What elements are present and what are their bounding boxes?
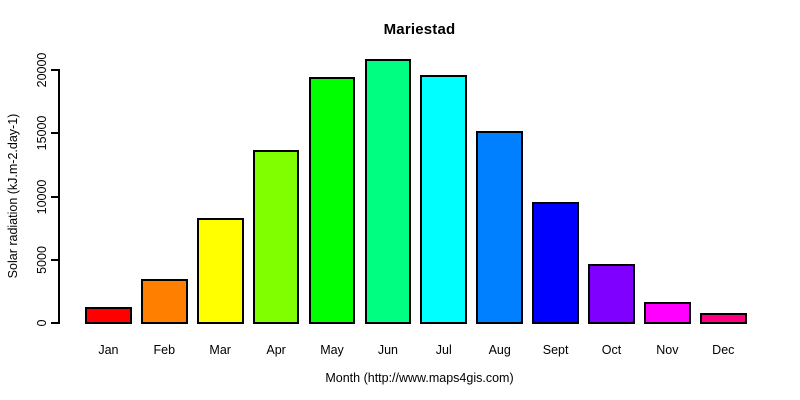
bar-aug (476, 130, 524, 324)
y-tick-mark (51, 132, 58, 135)
y-tick-label: 20000 (35, 52, 49, 88)
x-tick-label-mar: Mar (209, 343, 231, 357)
y-axis-label: Solar radiation (kJ.m-2.day-1) (6, 113, 20, 279)
x-tick-label-jul: Jul (435, 343, 452, 357)
bar-mar (196, 217, 244, 324)
y-tick-mark (51, 195, 58, 198)
bar-jan (85, 306, 132, 324)
x-tick-label-dec: Dec (712, 343, 735, 357)
x-tick-label-aug: Aug (488, 343, 511, 357)
y-tick-label: 5000 (35, 245, 49, 274)
y-axis-line (58, 69, 60, 324)
bar-sept (532, 202, 579, 324)
bar-may (308, 76, 356, 324)
x-axis-label: Month (http://www.maps4gis.com) (325, 371, 514, 385)
x-tick-label-apr: Apr (266, 343, 286, 357)
bar-apr (252, 149, 300, 324)
bar-oct (588, 263, 635, 324)
bar-feb (140, 278, 188, 324)
y-tick-label: 10000 (35, 179, 49, 214)
x-tick-label-jan: Jan (98, 343, 119, 357)
x-tick-label-may: May (320, 343, 344, 357)
y-tick-label: 15000 (35, 115, 49, 151)
x-tick-label-oct: Oct (601, 343, 622, 357)
y-tick-mark (51, 258, 58, 261)
bar-dec (699, 312, 747, 324)
bar-jul (420, 75, 468, 324)
bar-nov (644, 302, 691, 324)
x-tick-label-nov: Nov (656, 343, 679, 357)
y-tick-mark (51, 322, 58, 324)
x-tick-label-jun: Jun (377, 343, 398, 357)
bar-jun (364, 58, 412, 324)
chart-title: Mariestad (383, 21, 456, 38)
x-tick-label-feb: Feb (153, 343, 176, 357)
y-tick-mark (51, 69, 58, 71)
y-tick-label: 0 (35, 319, 49, 327)
x-tick-label-sept: Sept (542, 343, 569, 357)
